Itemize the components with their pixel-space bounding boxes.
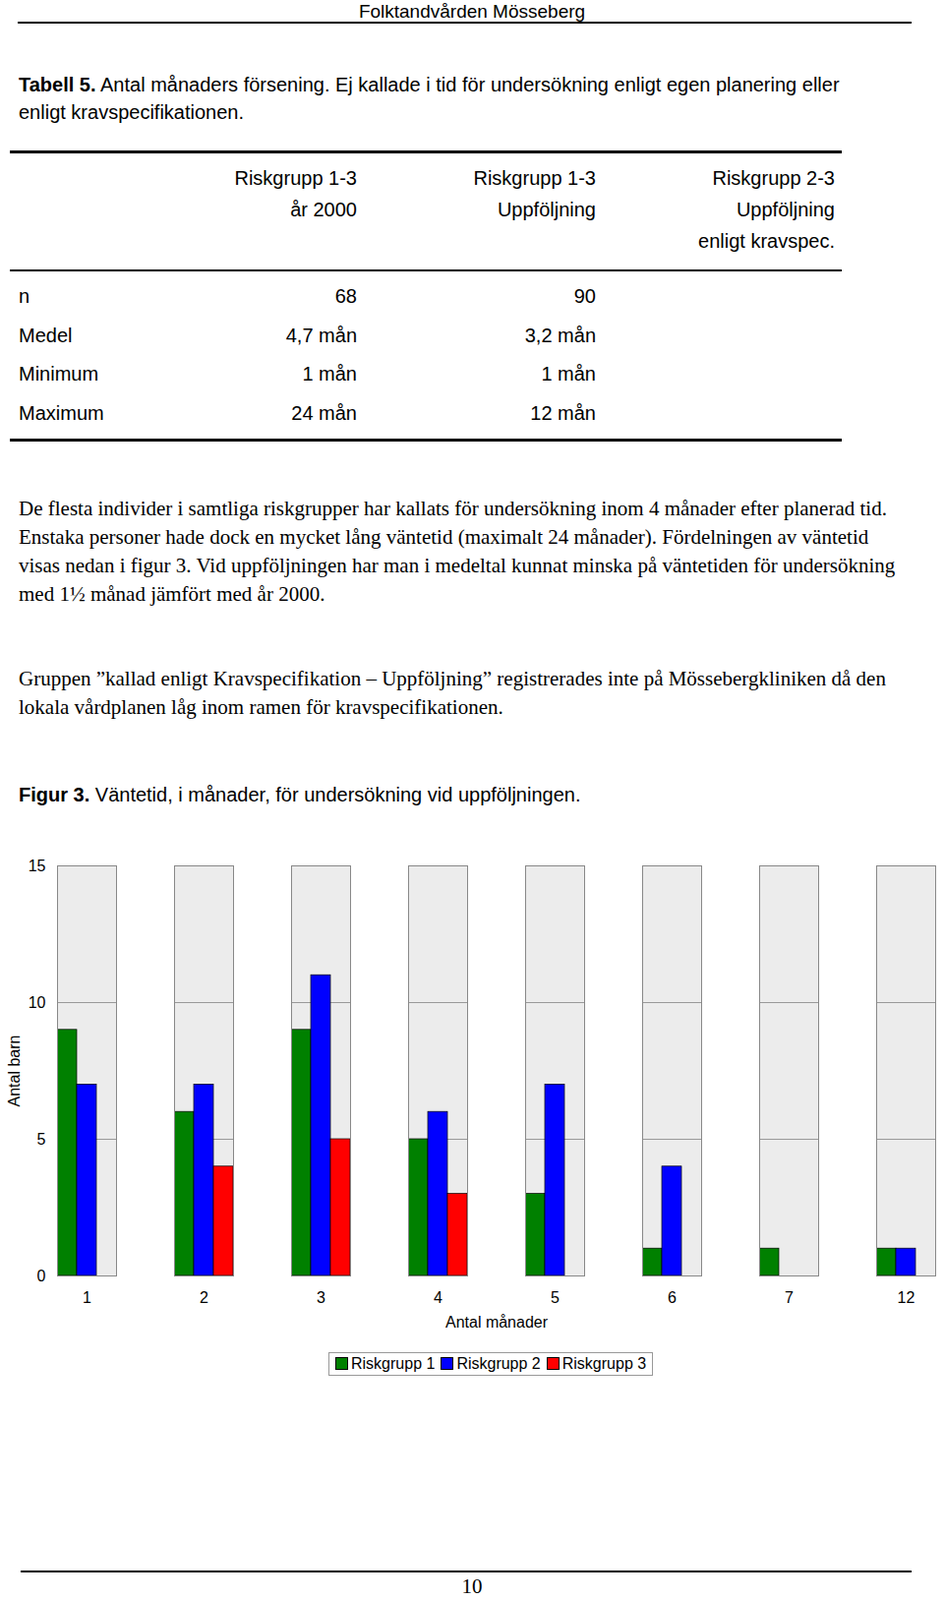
svg-text:0: 0 <box>37 1267 47 1285</box>
svg-text:15: 15 <box>28 857 47 875</box>
svg-text:10: 10 <box>28 994 47 1011</box>
html-text:Uppföljning: Uppföljning <box>736 198 835 221</box>
html-text:Riskgrupp 1: Riskgrupp 1 <box>351 1355 436 1372</box>
html-text:år 2000: år 2000 <box>290 198 357 221</box>
html-text:Figur 3. Väntetid, i månader,: Figur 3. Väntetid, i månader, för unders… <box>18 783 581 806</box>
html-text:12 mån: 12 mån <box>530 401 596 424</box>
html-text:Tabell 5. Antal månaders förse: Tabell 5. Antal månaders försening. Ej k… <box>18 73 840 123</box>
html-text:10: 10 <box>461 1574 483 1598</box>
svg-text:5: 5 <box>37 1130 47 1148</box>
svg-text:4: 4 <box>433 1289 443 1306</box>
html-text:1 mån: 1 mån <box>541 362 596 385</box>
html-text:4,7 mån: 4,7 mån <box>285 324 357 346</box>
html-text:enligt kravspec.: enligt kravspec. <box>698 230 835 252</box>
html-text:Riskgrupp 1-3: Riskgrupp 1-3 <box>473 167 596 189</box>
html-text:Folktandvården Mösseberg: Folktandvården Mösseberg <box>358 0 586 22</box>
svg-text:6: 6 <box>667 1289 677 1306</box>
svg-text:Antal månader: Antal månader <box>445 1313 549 1331</box>
svg-text:12: 12 <box>897 1289 916 1306</box>
html-text:n: n <box>18 285 30 307</box>
html-text:68: 68 <box>335 285 357 307</box>
svg-text:2: 2 <box>199 1289 209 1306</box>
html-text:3,2 mån: 3,2 mån <box>524 324 596 346</box>
html-text:1 mån: 1 mån <box>302 362 357 385</box>
svg-text:5: 5 <box>550 1289 560 1306</box>
svg-text:1: 1 <box>82 1289 92 1306</box>
svg-text:Antal barn: Antal barn <box>5 1035 23 1108</box>
html-text:Uppföljning: Uppföljning <box>497 198 596 221</box>
html-text:90: 90 <box>574 285 596 307</box>
svg-text:7: 7 <box>784 1289 794 1306</box>
html-text:Maximum: Maximum <box>18 401 104 424</box>
html-text:24 mån: 24 mån <box>291 401 357 424</box>
html-text:Minimum: Minimum <box>18 362 99 385</box>
svg-text:3: 3 <box>316 1289 326 1306</box>
html-text:Riskgrupp 3: Riskgrupp 3 <box>562 1355 647 1372</box>
html-text:Riskgrupp 2: Riskgrupp 2 <box>456 1355 541 1372</box>
html-text:Gruppen ”kallad enligt Kravspe: Gruppen ”kallad enligt Kravspecifikation… <box>18 666 886 719</box>
html-text:Medel: Medel <box>18 324 73 346</box>
html-text:De flesta individer i samtliga: De flesta individer i samtliga riskgrupp… <box>18 496 896 606</box>
html-text:Riskgrupp 1-3: Riskgrupp 1-3 <box>234 167 357 189</box>
html-text:Riskgrupp 2-3: Riskgrupp 2-3 <box>712 167 835 189</box>
